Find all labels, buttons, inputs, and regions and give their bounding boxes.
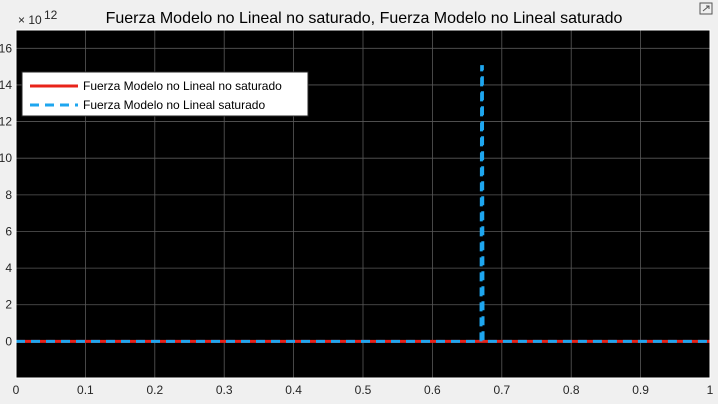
x-tick-label: 0.8 xyxy=(563,383,580,397)
legend-label-2: Fuerza Modelo no Lineal saturado xyxy=(83,98,265,112)
legend: Fuerza Modelo no Lineal no saturado Fuerz… xyxy=(21,71,309,117)
y-tick-label: 2 xyxy=(5,298,12,312)
legend-box xyxy=(21,71,309,117)
x-tick-label: 0.1 xyxy=(77,383,94,397)
chart-title: Fuerza Modelo no Lineal no saturado, Fue… xyxy=(106,10,623,27)
x-tick-label: 0.7 xyxy=(493,383,510,397)
tick-labels: 0 0.1 0.2 0.3 0.4 0.5 0.6 0.7 0.8 0.9 102468101214… xyxy=(0,41,714,397)
exponent-power: 12 xyxy=(44,8,58,22)
series-layer xyxy=(16,65,710,343)
y-tick-label: 14 xyxy=(0,78,12,92)
x-tick-label: 0.9 xyxy=(632,383,649,397)
y-tick-label: 6 xyxy=(5,224,12,238)
series-line-2 xyxy=(16,65,710,343)
y-tick-label: 12 xyxy=(0,115,12,129)
x-tick-label: 0.6 xyxy=(424,383,441,397)
x-tick-label: 1 xyxy=(707,383,714,397)
y-tick-label: 8 xyxy=(5,188,12,202)
x-tick-label: 0.3 xyxy=(216,383,233,397)
x-tick-label: 0 xyxy=(13,383,20,397)
x-tick-label: 0.2 xyxy=(146,383,163,397)
y-tick-label: 4 xyxy=(5,261,12,275)
y-tick-label: 16 xyxy=(0,41,12,55)
expand-icon[interactable] xyxy=(699,2,713,15)
x-tick-label: 0.5 xyxy=(355,383,372,397)
y-tick-label: 10 xyxy=(0,151,12,165)
plot-border xyxy=(15,29,711,379)
legend-label-1: Fuerza Modelo no Lineal no saturado xyxy=(83,79,282,93)
x-tick-label: 0.4 xyxy=(285,383,302,397)
y-tick-label: 0 xyxy=(5,334,12,348)
exponent-base: × 10 xyxy=(18,13,42,27)
